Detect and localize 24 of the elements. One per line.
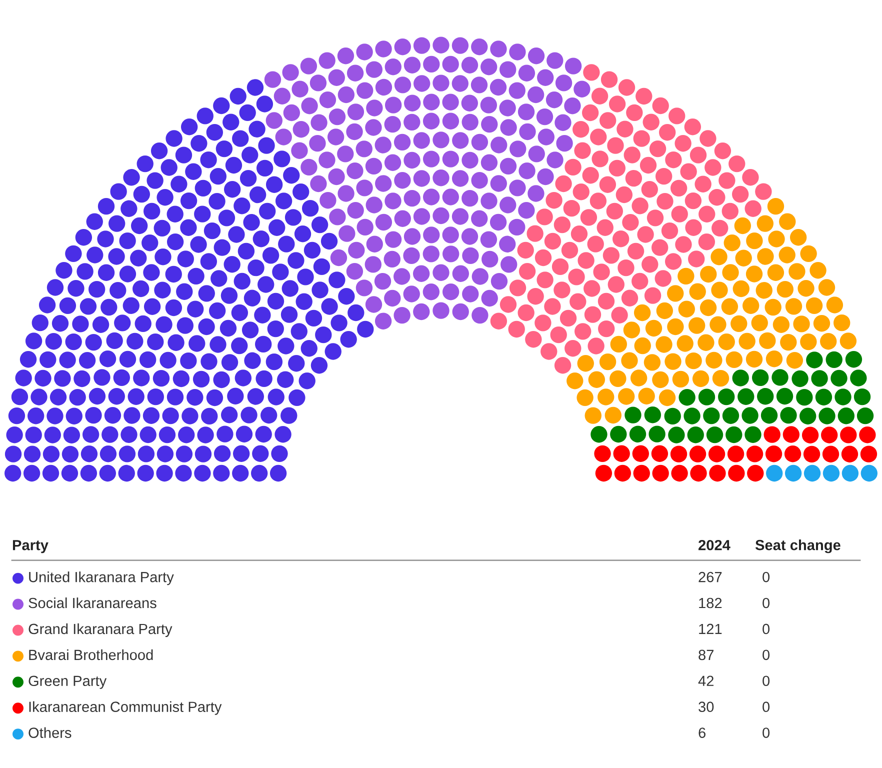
legend-title: Party	[12, 540, 48, 554]
data-label: 87	[698, 650, 714, 660]
category-label: Ikaranarean Communist Party	[29, 701, 222, 715]
data-label: 121	[699, 624, 722, 634]
text: Seat change	[755, 540, 840, 554]
category-label: Social Ikaranareans	[28, 597, 156, 608]
data-label: 0	[762, 598, 770, 608]
data-label: 0	[762, 624, 770, 634]
data-label: 30	[698, 702, 714, 712]
data-label: 182	[699, 598, 722, 608]
category-label: Others	[28, 727, 72, 738]
data-label: 0	[762, 676, 770, 686]
data-label: 0	[762, 572, 770, 582]
category-label: Grand Ikaranara Party	[28, 623, 172, 638]
text: 2024	[698, 540, 730, 550]
data-label: 0	[762, 728, 770, 738]
data-label: 0	[762, 650, 770, 660]
category-label: United Ikaranara Party	[29, 572, 174, 586]
category-label: Bvarai Brotherhood	[29, 649, 153, 660]
data-label: 267	[698, 572, 722, 582]
data-label: 42	[698, 676, 714, 686]
data-label: 0	[762, 702, 770, 712]
category-label: Green Party	[28, 676, 107, 689]
data-label: 6	[698, 728, 706, 738]
